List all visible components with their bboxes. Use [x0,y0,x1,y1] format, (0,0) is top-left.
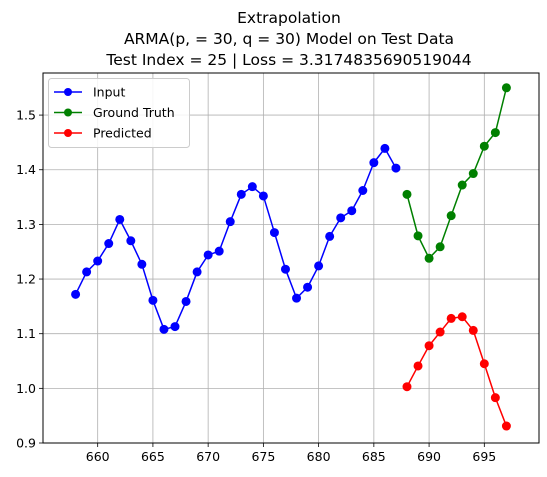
data-point-predicted [490,393,500,403]
data-point-input [159,324,169,334]
data-point-input [347,206,357,216]
data-point-input [380,143,390,153]
data-point-predicted [468,325,478,335]
x-tick-label: 660 [86,449,110,464]
data-point-input [71,289,81,299]
chart-title-line-2: ARMA(p, = 30, q = 30) Model on Test Data [124,30,454,48]
data-point-predicted [457,312,467,322]
ticks: 660 665 670 675 680 685 690 695 0.9 1.0 1.1 1.2 1.3 1… [16,108,496,464]
data-point-input [148,295,158,305]
data-point-input [369,158,379,168]
data-point-input [104,239,114,249]
legend-label-ground-truth: Ground Truth [93,105,175,120]
data-point-input [336,213,346,223]
y-tick-label: 1.2 [16,272,36,287]
data-point-input [203,250,213,260]
data-point-input [170,322,180,332]
data-point-input [192,267,202,277]
data-point-input [280,264,290,274]
legend-label-predicted: Predicted [93,126,152,141]
data-point-ground-truth [435,242,445,252]
legend-marker-predicted [64,129,72,137]
data-point-ground-truth [479,141,489,151]
data-point-input [247,182,257,192]
data-point-ground-truth [413,231,423,241]
x-tick-label: 675 [251,449,275,464]
x-tick-label: 670 [196,449,220,464]
data-point-input [126,236,136,246]
chart-title-line-3: Test Index = 25 | Loss = 3.3174835690519… [105,51,471,69]
x-tick-label: 685 [362,449,386,464]
data-point-input [303,282,313,292]
data-point-predicted [424,341,434,351]
data-point-ground-truth [501,83,511,93]
legend-box [48,78,190,148]
data-point-ground-truth [446,211,456,221]
data-point-input [236,189,246,199]
legend-entries: Input Ground Truth Predicted [54,85,175,141]
legend: Input Ground Truth Predicted [48,78,190,148]
data-point-input [292,293,302,303]
y-tick-label: 1.1 [16,326,36,341]
data-point-input [325,231,335,241]
x-tick-label: 695 [472,449,496,464]
plot-frame [42,72,540,444]
chart-title-line-1: Extrapolation [237,9,341,27]
y-tick-label: 0.9 [16,436,36,451]
data-point-input [214,246,224,256]
data-point-input [137,259,147,269]
data-point-input [93,256,103,266]
data-point-predicted [435,327,445,337]
data-point-predicted [446,313,456,323]
grid [43,73,539,444]
data-point-input [358,186,368,196]
data-point-predicted [479,359,489,369]
y-tick-label: 1.3 [16,217,36,232]
legend-marker-ground-truth [64,108,72,117]
data-point-input [181,296,191,306]
data-point-ground-truth [490,128,500,138]
x-tick-label: 680 [307,449,331,464]
data-point-input [258,191,268,201]
data-point-input [391,163,401,173]
series-line-predicted [406,316,508,427]
series-line-input [74,147,397,331]
data-point-predicted [413,361,423,371]
data-point-predicted [501,421,511,431]
data-point-input [225,217,235,227]
data-point-input [269,228,279,238]
legend-marker-input [64,88,72,96]
data-point-ground-truth [457,180,467,190]
y-tick-label: 1.0 [16,381,36,396]
data-point-input [314,261,324,271]
series-line-ground-truth [406,87,508,260]
data-point-ground-truth [402,189,412,199]
data-point-predicted [402,382,412,392]
y-tick-label: 1.4 [16,162,36,177]
x-tick-label: 665 [141,449,165,464]
x-tick-label: 690 [417,449,441,464]
series-layer [71,83,511,431]
y-tick-label: 1.5 [16,108,36,123]
legend-label-input: Input [93,85,125,100]
data-point-ground-truth [468,169,478,179]
data-point-input [115,214,125,224]
data-point-input [82,267,92,277]
data-point-ground-truth [424,253,434,263]
